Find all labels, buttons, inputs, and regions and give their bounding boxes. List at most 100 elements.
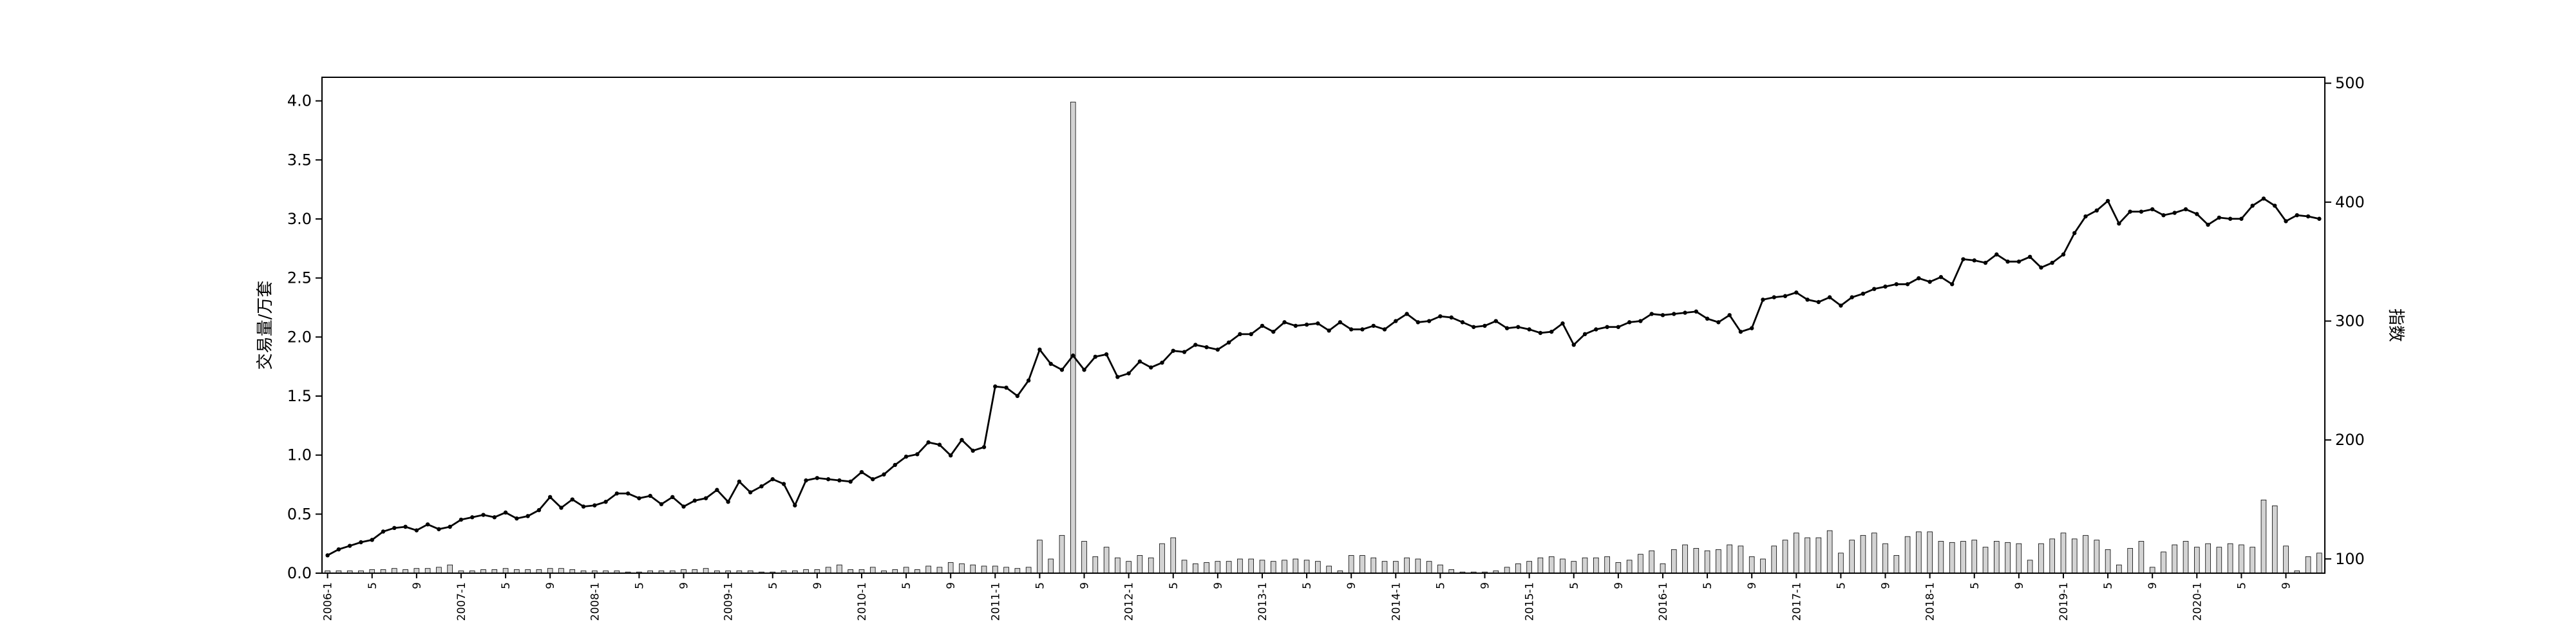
volume-bar	[2316, 553, 2322, 574]
index-point	[448, 524, 452, 529]
volume-bar	[1037, 540, 1043, 574]
x-tick-label: 5	[1701, 582, 1714, 589]
index-point	[1850, 295, 1854, 299]
index-point	[1917, 276, 1921, 281]
volume-bar	[1838, 553, 1844, 574]
volume-bar	[1282, 560, 1287, 574]
index-point	[826, 477, 831, 482]
index-point	[1037, 347, 1042, 352]
left-y-tick-label: 3.0	[287, 210, 312, 228]
volume-bar	[1615, 562, 1622, 574]
volume-bar	[547, 568, 553, 574]
x-tick-label: 2012-1	[1123, 582, 1136, 621]
index-point	[1004, 385, 1009, 390]
volume-bar	[502, 568, 509, 574]
index-point	[2172, 211, 2177, 215]
volume-bar	[2127, 548, 2133, 574]
index-point	[915, 452, 920, 457]
volume-bar	[1682, 544, 1688, 574]
index-point	[2050, 260, 2054, 265]
index-point	[2150, 207, 2155, 212]
volume-bar	[1916, 531, 1922, 574]
index-point	[837, 478, 842, 483]
volume-bar	[1059, 535, 1065, 574]
volume-bar	[1348, 555, 1354, 574]
volume-bar	[825, 567, 831, 574]
index-point	[2250, 204, 2255, 208]
volume-bar	[2205, 543, 2211, 574]
index-point	[515, 516, 519, 521]
index-point	[2139, 209, 2144, 214]
x-tick-label: 5	[1301, 582, 1314, 589]
volume-bar	[1771, 545, 1777, 574]
index-point	[1872, 287, 1877, 291]
index-point	[1649, 312, 1654, 316]
index-point	[1182, 350, 1187, 354]
volume-bar	[1126, 561, 1132, 574]
volume-bar	[1237, 558, 1243, 574]
index-point	[993, 384, 998, 389]
index-point	[1638, 319, 1643, 323]
volume-bar	[1303, 560, 1310, 574]
volume-bar	[424, 568, 431, 574]
index-point	[2295, 213, 2300, 218]
left-y-tick-label: 1.5	[287, 387, 312, 405]
x-tick-label: 5	[900, 582, 913, 589]
index-point	[926, 440, 931, 445]
volume-bar	[1748, 556, 1755, 574]
volume-bar	[1782, 540, 1788, 574]
index-point	[403, 524, 408, 529]
index-point	[1460, 320, 1465, 325]
x-tick-label: 2015-1	[1524, 582, 1537, 621]
index-point	[2261, 196, 2266, 201]
index-point	[570, 497, 574, 502]
volume-bar	[703, 568, 709, 574]
volume-bar	[1437, 564, 1443, 574]
index-point	[1160, 360, 1164, 365]
index-point	[748, 490, 753, 495]
volume-bar	[392, 568, 397, 574]
volume-bar	[1815, 537, 1822, 574]
volume-bar	[2016, 543, 2022, 574]
index-point	[414, 528, 419, 533]
volume-bar	[1904, 536, 1911, 574]
index-point	[1727, 313, 1732, 317]
index-point	[526, 514, 530, 518]
index-point	[1249, 332, 1253, 337]
index-point	[1071, 353, 1075, 358]
index-point	[1616, 325, 1621, 329]
x-tick-label: 9	[2280, 582, 2293, 589]
volume-bar	[1014, 568, 1021, 574]
volume-bar	[1849, 540, 1855, 574]
index-point	[1694, 309, 1699, 314]
volume-bar	[1115, 557, 1121, 574]
index-point	[2206, 222, 2210, 227]
index-point	[1538, 330, 1543, 336]
volume-bar	[1381, 561, 1388, 574]
index-point	[2284, 219, 2288, 223]
x-tick-label: 9	[544, 582, 557, 589]
x-tick-label: 2011-1	[989, 582, 1002, 621]
volume-bar	[959, 563, 965, 574]
index-point	[804, 478, 808, 483]
volume-bar	[1571, 561, 1577, 574]
index-point	[2239, 216, 2244, 221]
x-tick-label: 9	[2013, 582, 2026, 589]
index-point	[1493, 319, 1499, 323]
index-point	[1482, 323, 1487, 328]
index-point	[1883, 284, 1888, 289]
x-tick-label: 2016-1	[1657, 582, 1670, 621]
index-point	[1627, 320, 1632, 325]
index-point	[625, 491, 630, 496]
x-tick-label: 5	[1034, 582, 1046, 589]
volume-bar	[2116, 564, 2122, 574]
index-point	[1594, 327, 1598, 332]
volume-bar	[981, 565, 987, 574]
right-y-tick-label: 300	[2335, 312, 2365, 330]
index-point	[2005, 260, 2010, 264]
right-y-tick-label: 200	[2335, 431, 2365, 449]
index-line	[327, 197, 2320, 556]
index-point	[1449, 315, 1454, 320]
